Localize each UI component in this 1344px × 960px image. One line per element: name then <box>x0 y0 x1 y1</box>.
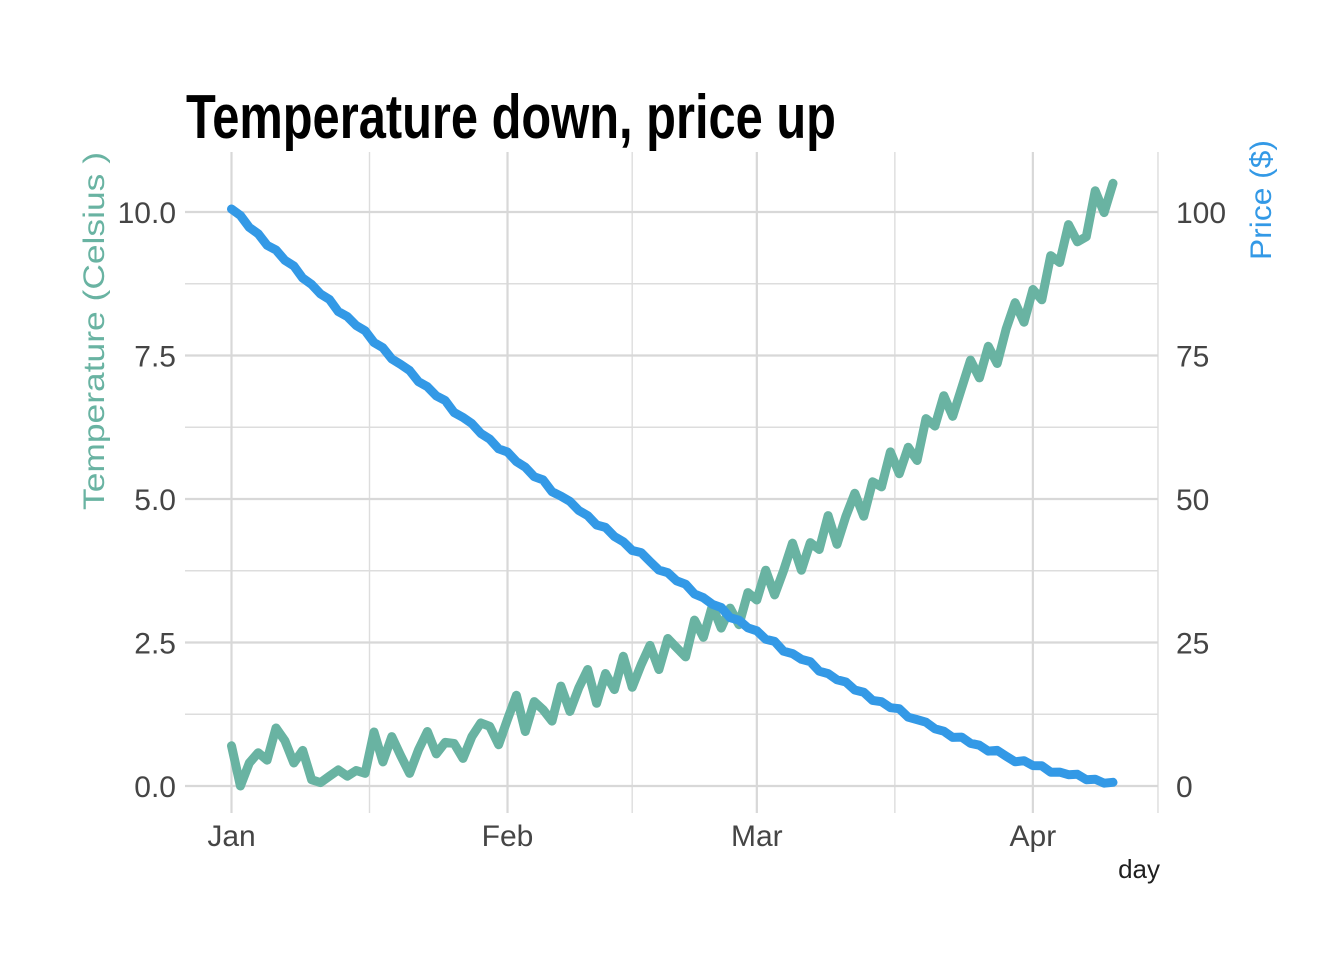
y-right-tick-label: 25 <box>1176 628 1209 661</box>
gridlines-major <box>185 152 1158 813</box>
y-axis-left-title: Temperature (Celsius ) <box>78 152 111 510</box>
price-line <box>227 204 1118 788</box>
x-tick-label: Apr <box>1010 820 1057 853</box>
y-right-tick-label: 75 <box>1176 341 1209 374</box>
y-axis-right-title: Price ($) <box>1245 140 1278 260</box>
y-left-tick-label: 2.5 <box>134 628 176 661</box>
series-lines <box>227 178 1118 791</box>
y-left-tick-label: 5.0 <box>134 484 176 517</box>
x-tick-label: Feb <box>482 820 534 853</box>
y-right-tick-label: 50 <box>1176 484 1209 517</box>
tick-labels: 0.0 2.5 5.0 7.5 10.0 0 25 50 75 100 Jan Feb Mar Apr <box>118 197 1226 853</box>
y-left-tick-label: 10.0 <box>118 197 176 230</box>
x-axis-title: day <box>1118 854 1160 884</box>
y-left-tick-label: 7.5 <box>134 341 176 374</box>
y-right-tick-label: 0 <box>1176 771 1193 804</box>
x-tick-label: Mar <box>731 820 783 853</box>
temperature-line <box>227 178 1118 791</box>
chart-title: Temperature down, price up <box>186 83 836 152</box>
y-left-tick-label: 0.0 <box>134 771 176 804</box>
x-tick-label: Jan <box>207 820 255 853</box>
y-right-tick-label: 100 <box>1176 197 1226 230</box>
gridlines-minor <box>185 152 1159 813</box>
